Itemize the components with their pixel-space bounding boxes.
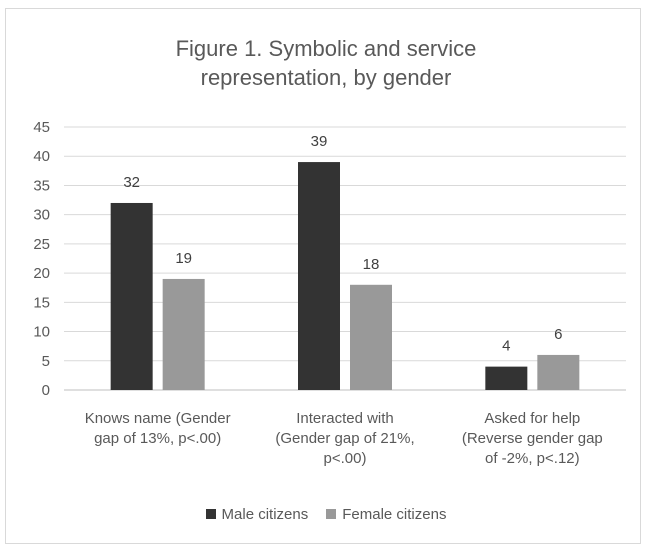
data-label: 39: [311, 133, 328, 150]
x-tick-label: (Gender gap of 21%,: [275, 430, 414, 447]
data-label: 4: [502, 338, 510, 355]
legend-item-male: Male citizens: [205, 505, 309, 523]
legend-label-female: Female citizens: [342, 505, 447, 523]
y-tick-label: 0: [42, 382, 50, 399]
y-tick-label: 15: [33, 294, 50, 311]
chart-title-line-1: Figure 1. Symbolic and service: [175, 36, 477, 61]
y-tick-label: 40: [33, 148, 50, 165]
x-tick-label: Asked for help: [484, 410, 580, 427]
y-tick-label: 5: [42, 353, 50, 370]
y-tick-label: 25: [33, 236, 50, 253]
data-label: 6: [554, 326, 562, 343]
legend-swatch-female: [326, 509, 337, 519]
y-tick-label: 10: [33, 324, 50, 341]
bar-chart: 0 5 10 15 20 25 30 35 40 45 32 19 Knows name (Gender…: [33, 119, 626, 467]
x-tick-label: of -2%, p<.12): [485, 450, 580, 467]
bar: [537, 354, 580, 390]
data-label: 19: [175, 250, 192, 267]
legend: Male citizens Female citizens: [0, 502, 652, 526]
y-tick-label: 35: [33, 177, 50, 194]
x-tick-label: Knows name (Gender: [85, 410, 231, 427]
chart-title: Figure 1. Symbolic and service represent…: [0, 34, 652, 92]
bar: [162, 278, 205, 390]
legend-item-female: Female citizens: [326, 506, 446, 523]
bar: [485, 366, 528, 390]
chart-title-line-2: representation, by gender: [200, 65, 452, 90]
y-tick-label: 45: [33, 119, 50, 136]
bar: [350, 284, 392, 390]
x-tick-label: (Reverse gender gap: [462, 430, 603, 447]
legend-swatch-male: [205, 509, 216, 519]
x-tick-label: p<.00): [324, 450, 367, 467]
y-tick-label: 20: [33, 265, 50, 282]
data-label: 18: [363, 256, 380, 273]
y-tick-label: 30: [33, 207, 50, 224]
legend-label-male: Male citizens: [221, 505, 309, 523]
x-tick-label: Interacted with: [296, 410, 394, 427]
bar: [110, 202, 153, 390]
x-tick-label: gap of 13%, p<.00): [94, 430, 221, 447]
data-label: 32: [123, 174, 140, 191]
bar: [298, 162, 340, 390]
